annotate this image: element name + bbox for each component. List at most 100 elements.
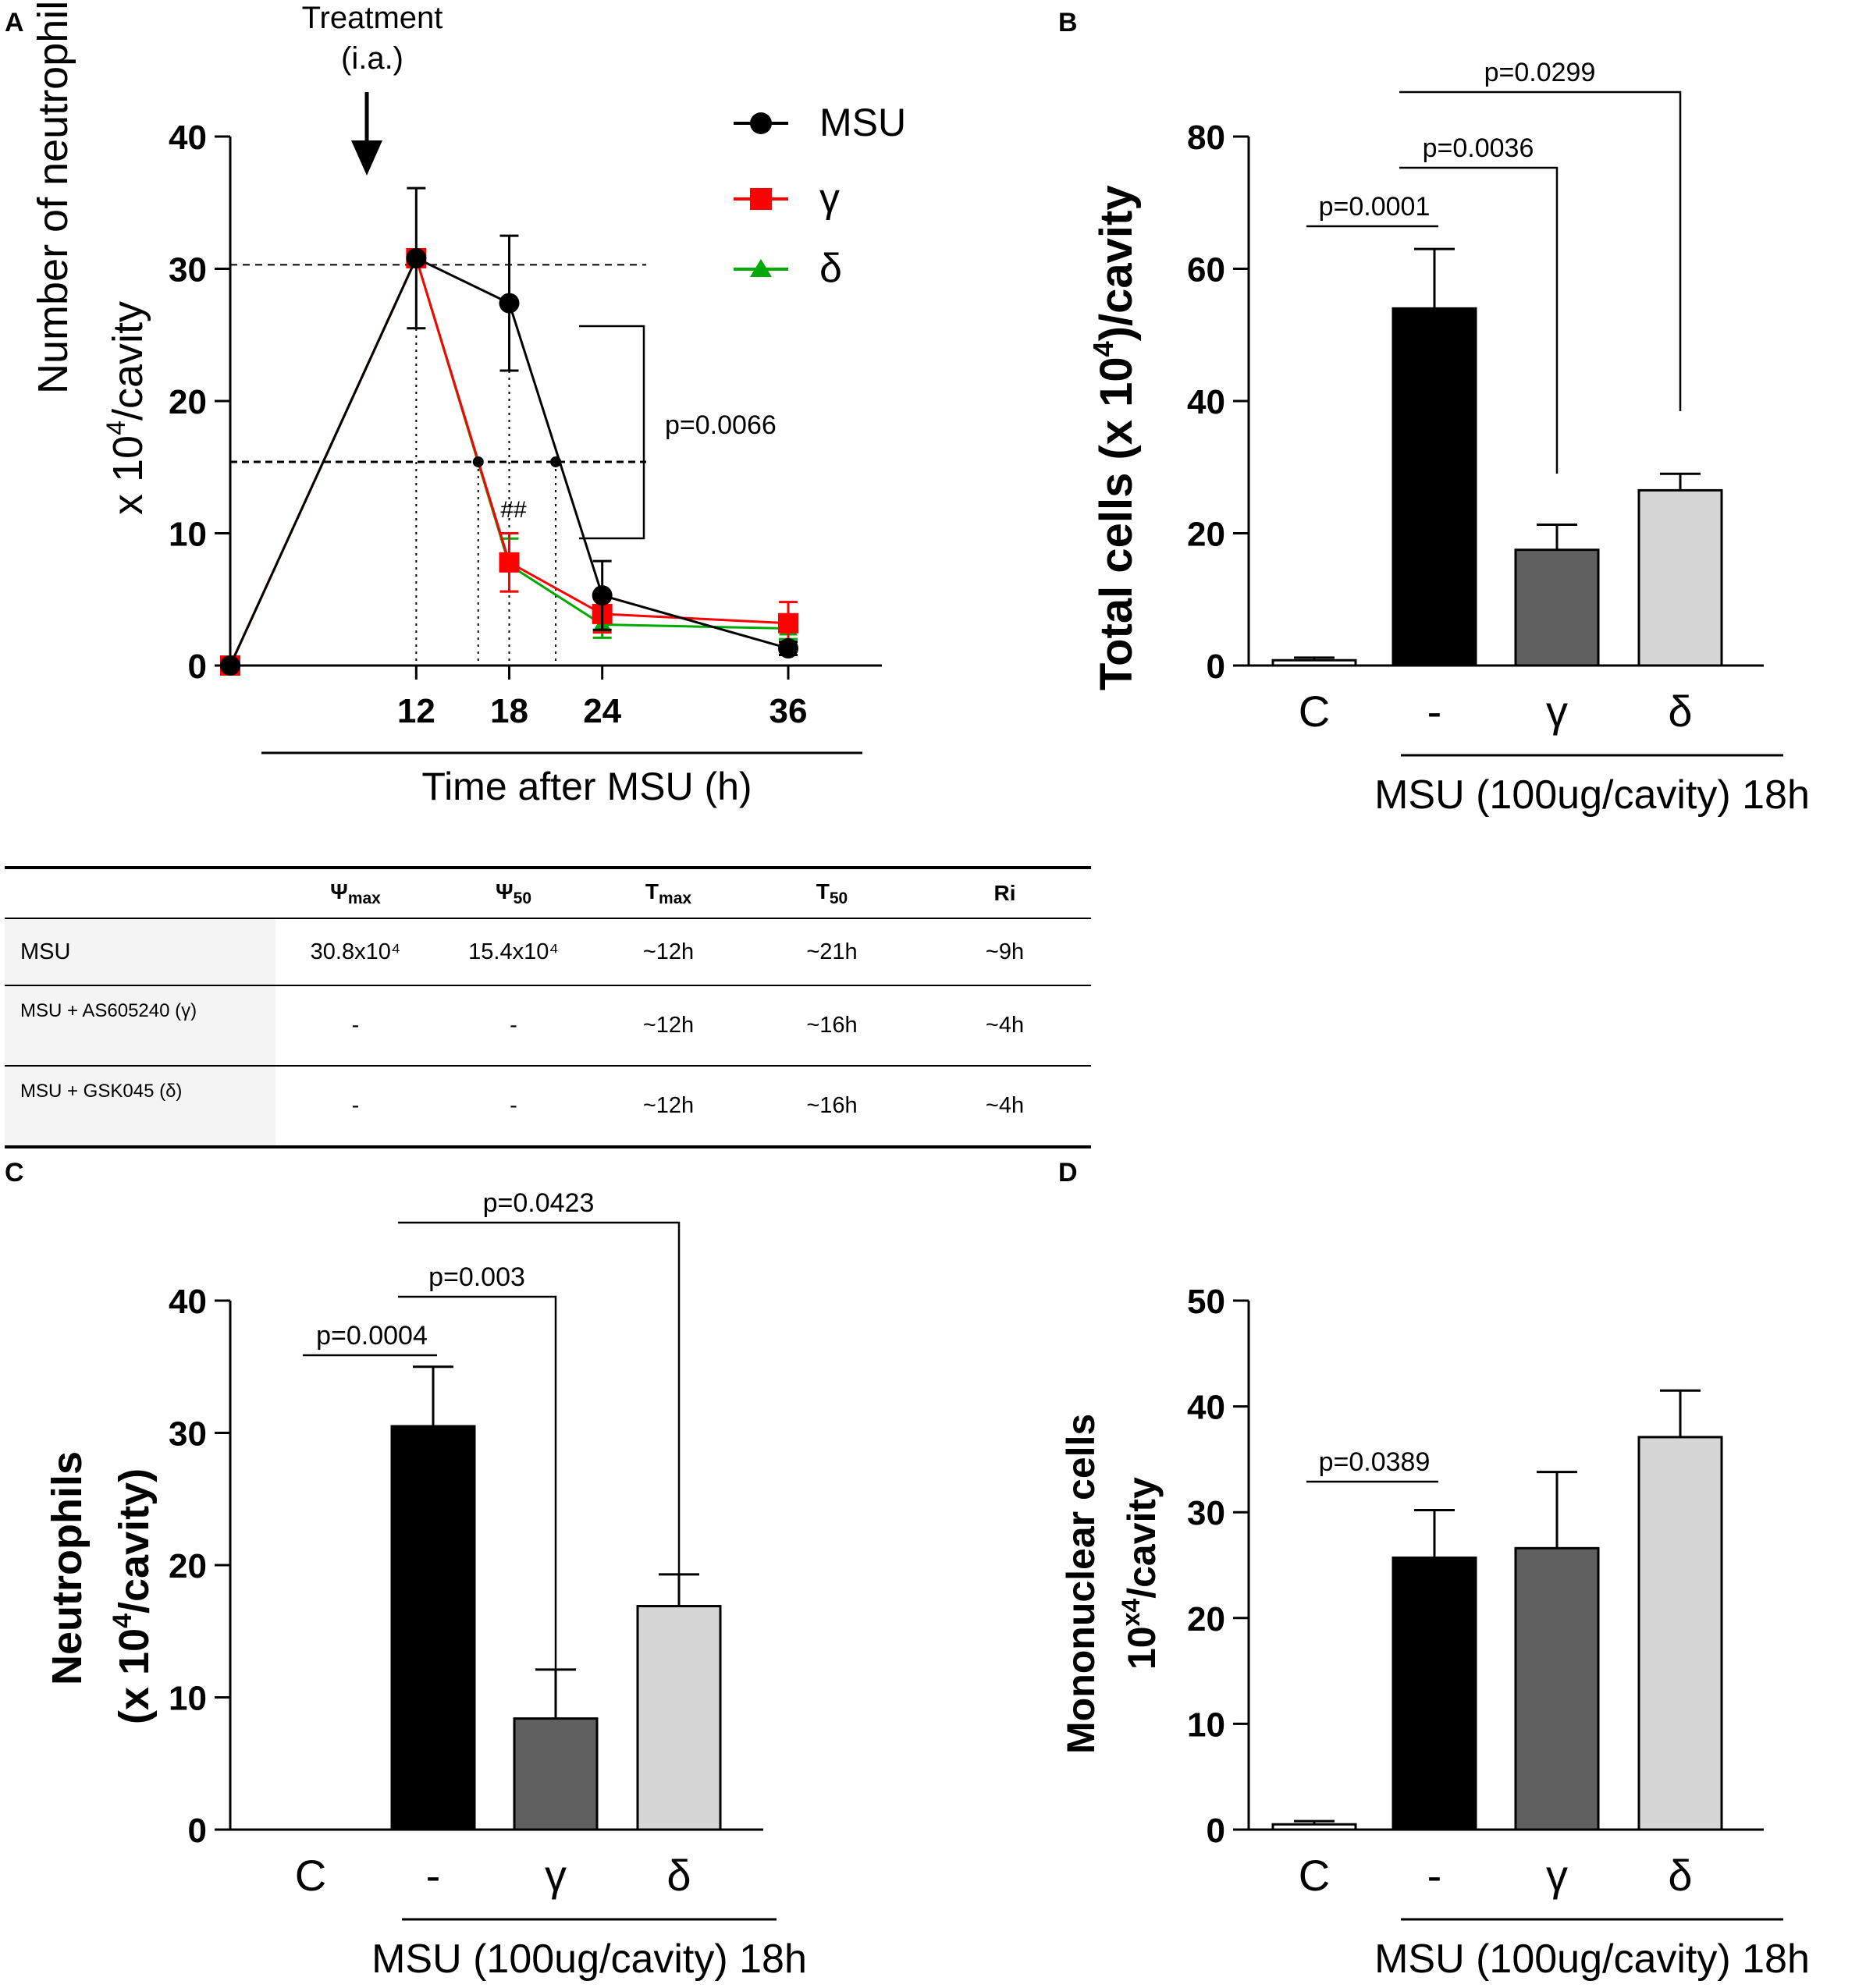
p-value-label: p=0.0066 — [665, 410, 777, 440]
bar — [1271, 1823, 1357, 1831]
half-value-marker — [550, 456, 562, 467]
x-tick-label: 24 — [583, 692, 621, 730]
y-tick-label: 40 — [169, 1283, 207, 1321]
table-header-cell: Tmax — [592, 866, 745, 919]
legend-marker — [750, 188, 772, 210]
category-label: - — [1427, 687, 1442, 736]
y-tick-label: 80 — [1187, 119, 1225, 157]
y-tick-label: 30 — [169, 1415, 207, 1454]
legend-label: MSU — [819, 101, 906, 144]
table-header-cell: T50 — [745, 866, 919, 919]
bar — [1392, 307, 1477, 667]
significance-bracket — [1399, 91, 1682, 411]
data-point — [778, 612, 798, 634]
y-tick-label: 0 — [188, 648, 207, 686]
significance-bracket — [398, 1295, 557, 1670]
data-point — [778, 637, 798, 659]
total-cells-bar-chart: B Total cells (x 104)/cavity 0 20 40 60 80 C -… — [1058, 8, 1810, 818]
category-label: - — [426, 1851, 441, 1900]
row-label: MSU — [5, 918, 275, 986]
y-tick-label: 40 — [1187, 1389, 1225, 1427]
significance-label: p=0.003 — [428, 1262, 525, 1292]
y-tick-label: 10 — [1187, 1706, 1225, 1744]
table-cell: - — [435, 985, 592, 1067]
category-label: C — [295, 1851, 326, 1900]
significance-bracket — [398, 1221, 681, 1590]
treatment-label: Treatment — [302, 1, 443, 35]
table-cell: ~16h — [745, 1066, 919, 1148]
y-tick-label: 10 — [169, 1680, 207, 1718]
category-label: - — [1427, 1851, 1442, 1900]
group-label: MSU (100ug/cavity) 18h — [1374, 772, 1810, 818]
y-tick-label: 10 — [169, 516, 207, 554]
group-label: MSU (100ug/cavity) 18h — [1374, 1937, 1810, 1982]
neutrophil-time-course-chart: A Treatment (i.a.) Time after MSU (h) Nu… — [5, 0, 906, 808]
significance-bracket — [1399, 166, 1559, 474]
table-cell: - — [275, 1066, 435, 1148]
category-label: δ — [1668, 687, 1692, 736]
bar — [1271, 659, 1357, 667]
category-label: δ — [1668, 1851, 1692, 1900]
y-axis-label-line1: Number of neutrophils — [30, 0, 76, 394]
y-tick-label: 0 — [1207, 1812, 1225, 1850]
y-tick-label: 30 — [1187, 1494, 1225, 1532]
y-tick-label: 60 — [1187, 251, 1225, 289]
table-cell: ~12h — [592, 985, 745, 1067]
y-axis-label-line1: Neutrophils — [44, 1451, 91, 1685]
half-value-marker — [472, 456, 484, 467]
treatment-arrow — [351, 92, 382, 176]
category-label: C — [1299, 687, 1330, 736]
reference-lines — [230, 257, 646, 666]
y-axis-label-line2: 10x4/cavity — [1117, 1477, 1164, 1670]
plot-area: 0 10 20 30 40 50 C - γ δ MSU (100ug/cavity) 18h p=0… — [1187, 1283, 1810, 1982]
table-cell: ~21h — [745, 918, 919, 986]
table-cell: ~16h — [745, 985, 919, 1067]
x-axis-label: Time after MSU (h) — [421, 765, 752, 808]
table-cell: ~12h — [592, 918, 745, 986]
legend-label: γ — [819, 176, 840, 221]
significance-label: p=0.0389 — [1319, 1447, 1431, 1477]
y-tick-label: 20 — [169, 1547, 207, 1585]
data-point — [499, 293, 520, 314]
group-label: MSU (100ug/cavity) 18h — [371, 1937, 807, 1982]
y-axis-label-line1: Mononuclear cells — [1059, 1414, 1103, 1754]
panel-a: A Treatment (i.a.) Time after MSU (h) Nu… — [0, 0, 1093, 827]
y-tick-label: 30 — [169, 251, 207, 289]
bar — [1514, 1546, 1600, 1831]
y-tick-label: 40 — [1187, 383, 1225, 421]
table-row: MSU + AS605240 (γ) - - ~12h ~16h ~4h — [5, 985, 1091, 1067]
data-point — [406, 247, 427, 268]
kinetics-table: Ψmax Ψ50 Tmax T50 Ri MSU 30.8x10⁴ 15.4x1… — [5, 866, 1091, 1148]
legend-marker — [750, 259, 772, 277]
bar — [390, 1425, 476, 1831]
data-series — [220, 186, 798, 676]
category-label: γ — [1546, 687, 1568, 736]
table-row: MSU 30.8x10⁴ 15.4x10⁴ ~12h ~21h ~9h — [5, 918, 1091, 986]
bar — [513, 1717, 599, 1831]
table-cell: - — [435, 1066, 592, 1148]
table-cell: ~4h — [919, 985, 1091, 1067]
hash-significance-label: ## — [500, 497, 527, 523]
plot-area: 0 10 20 30 40 C - γ δ MSU (100ug/cavity) 18h p=0.0… — [169, 1188, 807, 1982]
x-tick-label: 36 — [770, 692, 808, 730]
data-point — [499, 552, 520, 573]
table-header-cell — [5, 866, 275, 919]
y-axis-label-line2: (x 104/cavity) — [108, 1468, 158, 1724]
x-tick-label: 12 — [397, 692, 435, 730]
neutrophils-bar-chart: C Neutrophils (x 104/cavity) 0 10 20 30 40 C -… — [5, 1158, 807, 1982]
table-cell: ~4h — [919, 1066, 1091, 1148]
y-tick-label: 20 — [1187, 516, 1225, 554]
legend-label: δ — [819, 246, 842, 291]
treatment-route-label: (i.a.) — [341, 41, 403, 76]
y-tick-label: 50 — [1187, 1283, 1225, 1321]
y-tick-label: 40 — [169, 119, 207, 157]
y-tick-label: 0 — [1207, 648, 1225, 686]
row-label: MSU + GSK045 (δ) — [5, 1066, 275, 1148]
row-label: MSU + AS605240 (γ) — [5, 985, 275, 1067]
panel-label-c: C — [5, 1158, 24, 1187]
y-axis-label: Total cells (x 104)/cavity — [1087, 185, 1142, 690]
legend: MSU γδ — [734, 101, 906, 291]
category-label: δ — [666, 1851, 691, 1900]
bar — [1637, 488, 1723, 667]
y-axis-label-line2: x 104/cavity — [101, 301, 151, 515]
